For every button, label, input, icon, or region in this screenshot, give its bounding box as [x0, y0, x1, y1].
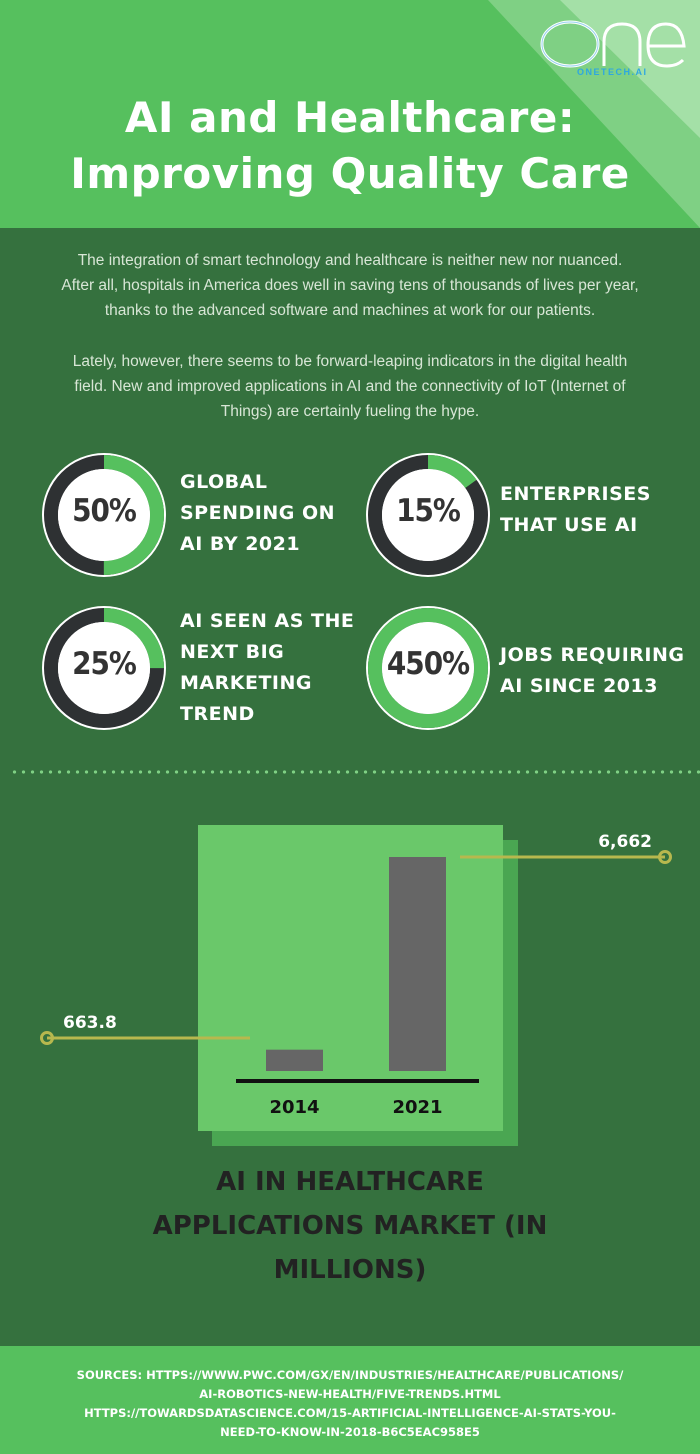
progress-ring	[366, 453, 490, 577]
ring-progress	[368, 455, 488, 575]
progress-ring	[42, 453, 166, 577]
title-line-2: Improving Quality Care	[70, 149, 630, 198]
source-line: SOURCES: HTTPS://WWW.PWC.COM/GX/EN/INDUS…	[76, 1368, 624, 1382]
footer-banner	[0, 1346, 700, 1454]
sources-text: SOURCES: HTTPS://WWW.PWC.COM/GX/EN/INDUS…	[20, 1366, 680, 1442]
data-label-2021: 6,662	[598, 832, 652, 852]
title-line-1: AI and Healthcare:	[124, 93, 576, 142]
stat-label: ENTERPRISES THAT USE AI	[500, 483, 651, 536]
ring-svg	[42, 453, 166, 577]
source-line: AI-ROBOTICS-NEW-HEALTH/FIVE-TRENDS.HTML	[199, 1387, 501, 1401]
ring-progress	[44, 608, 164, 728]
data-label-2014: 663.8	[63, 1013, 117, 1033]
leader-dot-2014	[40, 1031, 54, 1045]
x-axis-line	[236, 1079, 479, 1083]
ring-inner	[58, 469, 150, 561]
ring-progress	[44, 455, 164, 575]
stat-label: AI SEEN AS THE NEXT BIG MARKETING TREND	[180, 610, 355, 725]
progress-ring	[42, 606, 166, 730]
stat-value: 50%	[72, 493, 137, 529]
leader-dot-2021	[658, 850, 672, 864]
x-tick-label: 2021	[392, 1097, 442, 1118]
x-tick-label: 2014	[269, 1097, 319, 1118]
ring-svg	[366, 453, 490, 577]
ring-svg	[42, 606, 166, 730]
stat-value: 450%	[386, 646, 470, 682]
ring-inner	[382, 622, 474, 714]
progress-ring	[366, 606, 490, 730]
bar-2021	[389, 857, 446, 1071]
page-title: AI and Healthcare: Improving Quality Car…	[0, 90, 700, 202]
bar-2014	[266, 1049, 323, 1071]
ring-svg	[366, 606, 490, 730]
market-bar-chart: 2014 2021 663.8 6,662	[40, 832, 672, 1118]
intro-paragraph-1: The integration of smart technology and …	[61, 252, 639, 319]
stat-label: GLOBAL SPENDING ON AI BY 2021	[180, 471, 335, 555]
ring-progress	[368, 608, 488, 728]
source-line: NEED-TO-KNOW-IN-2018-B6C5EAC958E5	[220, 1425, 480, 1439]
chart-title: AI IN HEALTHCARE APPLICATIONS MARKET (IN…	[152, 1167, 548, 1285]
header-banner: ONETECH.AI AI and Healthcare: Improving …	[0, 0, 700, 228]
source-line: HTTPS://TOWARDSDATASCIENCE.COM/15-ARTIFI…	[84, 1406, 616, 1420]
stat-label: JOBS REQUIRING AI SINCE 2013	[500, 644, 685, 697]
dotted-divider	[10, 770, 700, 774]
stat-value: 15%	[396, 493, 461, 529]
logo-subtext: ONETECH.AI	[577, 67, 648, 77]
stat-value: 25%	[72, 646, 137, 682]
onetech-logo	[540, 20, 686, 68]
ring-inner	[58, 622, 150, 714]
ring-inner	[382, 469, 474, 561]
intro-paragraph-2: Lately, however, there seems to be forwa…	[72, 353, 628, 420]
